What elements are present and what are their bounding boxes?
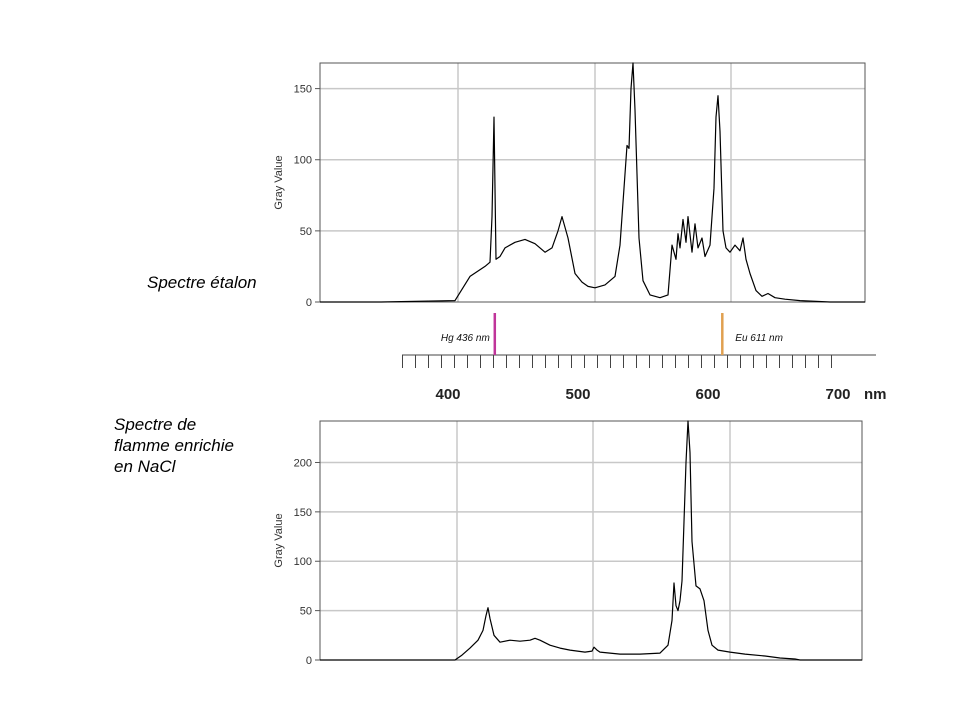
scale-tick-label: 700 bbox=[825, 386, 850, 403]
chart-spectre-etalon: 0 50 100 150 Gray Value bbox=[273, 62, 866, 309]
y-tick-label: 100 bbox=[294, 556, 312, 568]
plot-frame bbox=[319, 62, 866, 303]
wavelength-scale: 400 500 600 700 nm Hg 436 nm Eu 611 nm bbox=[402, 313, 887, 403]
y-tick-label: 100 bbox=[294, 155, 312, 167]
label-flamme-line-3: en NaCl bbox=[114, 457, 176, 476]
marker-label: Hg 436 nm bbox=[441, 333, 490, 344]
y-tick-label: 150 bbox=[294, 507, 312, 519]
plot-area bbox=[320, 63, 865, 302]
y-tick-label: 50 bbox=[300, 606, 312, 618]
scale-unit-label: nm bbox=[864, 386, 887, 403]
marker-label: Eu 611 nm bbox=[735, 333, 783, 344]
label-spectre-etalon: Spectre étalon bbox=[147, 273, 257, 292]
plot-frame bbox=[319, 420, 863, 661]
y-tick-label: 0 bbox=[306, 655, 312, 667]
scale-tick-label: 600 bbox=[695, 386, 720, 403]
label-flamme-line-2: flamme enrichie bbox=[114, 436, 234, 455]
y-tick-label: 50 bbox=[300, 226, 312, 238]
scale-tick-label: 400 bbox=[435, 386, 460, 403]
plot-area bbox=[320, 421, 862, 660]
y-axis-label: Gray Value bbox=[273, 513, 285, 567]
y-axis-label: Gray Value bbox=[273, 155, 285, 209]
y-tick-label: 200 bbox=[294, 457, 312, 469]
y-tick-label: 150 bbox=[294, 84, 312, 96]
chart-spectre-flamme: 0 50 100 150 200 Gray Value bbox=[273, 420, 863, 667]
series-line bbox=[320, 420, 862, 661]
label-flamme-line-1: Spectre de bbox=[114, 415, 197, 434]
y-tick-label: 0 bbox=[306, 297, 312, 309]
series-line bbox=[320, 62, 865, 303]
label-spectre-flamme: Spectre de flamme enrichie en NaCl bbox=[114, 414, 234, 477]
scale-tick-label: 500 bbox=[565, 386, 590, 403]
